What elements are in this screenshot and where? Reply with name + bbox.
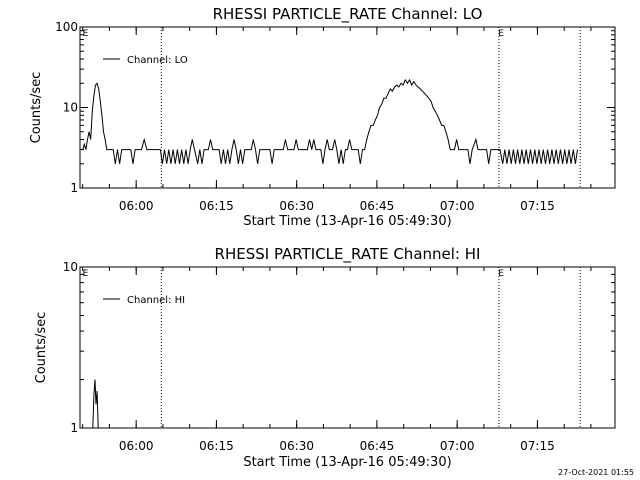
plot-frame xyxy=(79,266,616,429)
legend-label: Channel: HI xyxy=(127,295,185,306)
x-tick-label: 06:30 xyxy=(279,439,314,453)
x-tick-label: 06:45 xyxy=(360,199,395,213)
x-tick-label: 07:15 xyxy=(520,199,555,213)
x-tick-label: 06:30 xyxy=(279,199,314,213)
x-tick-label: 06:45 xyxy=(360,439,395,453)
y-tick-label: 1 xyxy=(70,181,78,195)
eclipse-mark: E xyxy=(83,269,89,279)
y-tick-label: 1 xyxy=(70,421,78,435)
x-tick-label: 06:00 xyxy=(119,439,154,453)
chart-panel-1: RHESSI PARTICLE_RATE Channel: LO Counts/s… xyxy=(29,5,616,229)
x-tick-label: 07:00 xyxy=(440,439,475,453)
footer-timestamp: 27-Oct-2021 01:55 xyxy=(558,468,634,477)
x-tick-label: 06:15 xyxy=(199,199,234,213)
eclipse-mark: E xyxy=(498,269,504,279)
plot-frame xyxy=(79,26,616,189)
series-line xyxy=(92,379,99,429)
chart-title: RHESSI PARTICLE_RATE Channel: LO xyxy=(213,5,483,24)
eclipse-mark: E xyxy=(498,29,504,39)
y-tick-label: 10 xyxy=(63,260,78,274)
x-tick-label: 07:00 xyxy=(440,199,475,213)
x-tick-label: 06:15 xyxy=(199,439,234,453)
chart-title: RHESSI PARTICLE_RATE Channel: HI xyxy=(215,245,481,264)
series-line xyxy=(82,78,578,164)
y-tick-label: 100 xyxy=(55,20,78,34)
y-tick-label: 10 xyxy=(63,101,78,115)
eclipse-mark: E xyxy=(83,29,89,39)
x-axis-label: Start Time (13-Apr-16 05:49:30) xyxy=(243,214,451,229)
y-axis-label: Counts/sec xyxy=(29,72,44,144)
legend-label: Channel: LO xyxy=(127,55,188,66)
x-axis-label: Start Time (13-Apr-16 05:49:30) xyxy=(243,455,451,470)
y-axis-label: Counts/sec xyxy=(34,312,49,384)
chart-panel-2: RHESSI PARTICLE_RATE Channel: HI Counts/s… xyxy=(34,245,616,470)
x-tick-label: 06:00 xyxy=(119,199,154,213)
x-tick-label: 07:15 xyxy=(520,439,555,453)
